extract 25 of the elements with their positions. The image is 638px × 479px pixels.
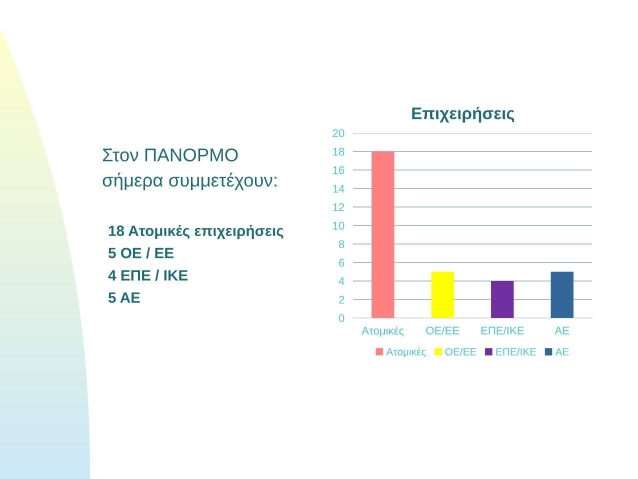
y-tick-label: 2 bbox=[339, 296, 344, 304]
text: 5 ΑΕ bbox=[108, 292, 140, 303]
y-tick-label: 18 bbox=[333, 148, 344, 156]
x-tick-label: Ατομικές bbox=[362, 326, 404, 337]
y-tick-label: 8 bbox=[338, 240, 344, 248]
y-tick-label: 10 bbox=[333, 222, 344, 230]
x-tick-label: ΑΕ bbox=[554, 326, 570, 334]
x-tick-label: ΟΕ/ΕΕ bbox=[426, 326, 460, 334]
y-tick-label: 20 bbox=[332, 129, 344, 138]
text: 4 ΕΠΕ / ΙΚΕ bbox=[108, 270, 188, 281]
chart-title: Επιχειρήσεις bbox=[412, 106, 514, 123]
legend-label: ΟΕ/ΕΕ bbox=[445, 348, 476, 356]
legend-label: ΑΕ bbox=[555, 348, 569, 356]
x-tick-label: ΕΠΕ/ΙΚΕ bbox=[481, 326, 524, 334]
text: 5 ΟΕ / ΕΕ bbox=[108, 247, 174, 258]
y-tick-label: 12 bbox=[333, 203, 344, 212]
y-tick-label: 16 bbox=[333, 166, 344, 174]
text: Στον ΠΑΝΟΡΜΟ σήμερα συμμετέχουν: bbox=[102, 148, 276, 190]
legend-label: Ατομικές bbox=[386, 348, 426, 358]
y-tick-label: 4 bbox=[338, 277, 344, 286]
y-tick-label: 6 bbox=[339, 258, 344, 267]
legend-label: ΕΠΕ/ΙΚΕ bbox=[496, 348, 536, 356]
y-tick-label: 14 bbox=[333, 184, 344, 193]
y-tick-label: 0 bbox=[338, 314, 344, 322]
text: 18 Ατομικές επιχειρήσεις bbox=[108, 224, 284, 240]
